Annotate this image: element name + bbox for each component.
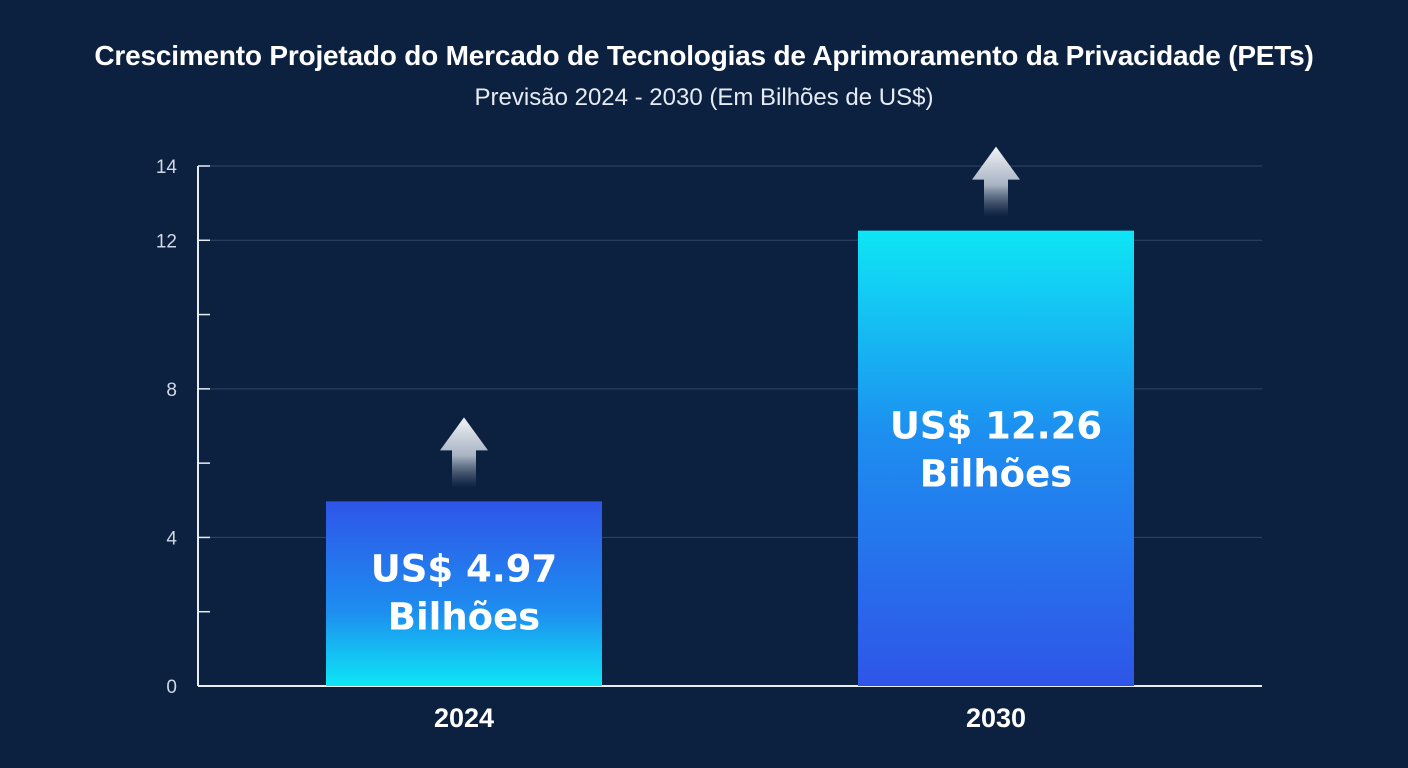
- up-arrow-icon: [440, 417, 488, 488]
- up-arrow-icon: [972, 146, 1020, 217]
- bar-value-label: US$ 4.97: [371, 547, 558, 590]
- x-category-label: 2030: [966, 703, 1026, 733]
- bar-value-label: Bilhões: [388, 595, 540, 638]
- chart-subtitle: Previsão 2024 - 2030 (Em Bilhões de US$): [474, 84, 934, 111]
- y-tick-label: 0: [166, 677, 177, 698]
- bar-value-label: Bilhões: [920, 453, 1072, 496]
- y-tick-label: 4: [166, 528, 177, 549]
- y-tick-label: 12: [156, 231, 177, 252]
- bars: US$ 4.97 Bilhões US$ 12.26 Bilhões: [326, 146, 1134, 686]
- bar-value-label: US$ 12.26: [890, 405, 1102, 448]
- bar-2024: [326, 501, 602, 686]
- chart-title: Crescimento Projetado do Mercado de Tecn…: [94, 40, 1314, 71]
- y-tick-label: 14: [156, 157, 178, 178]
- x-category-label: 2024: [434, 703, 494, 733]
- y-tick-label: 8: [166, 380, 177, 401]
- bar-2030: [858, 230, 1134, 686]
